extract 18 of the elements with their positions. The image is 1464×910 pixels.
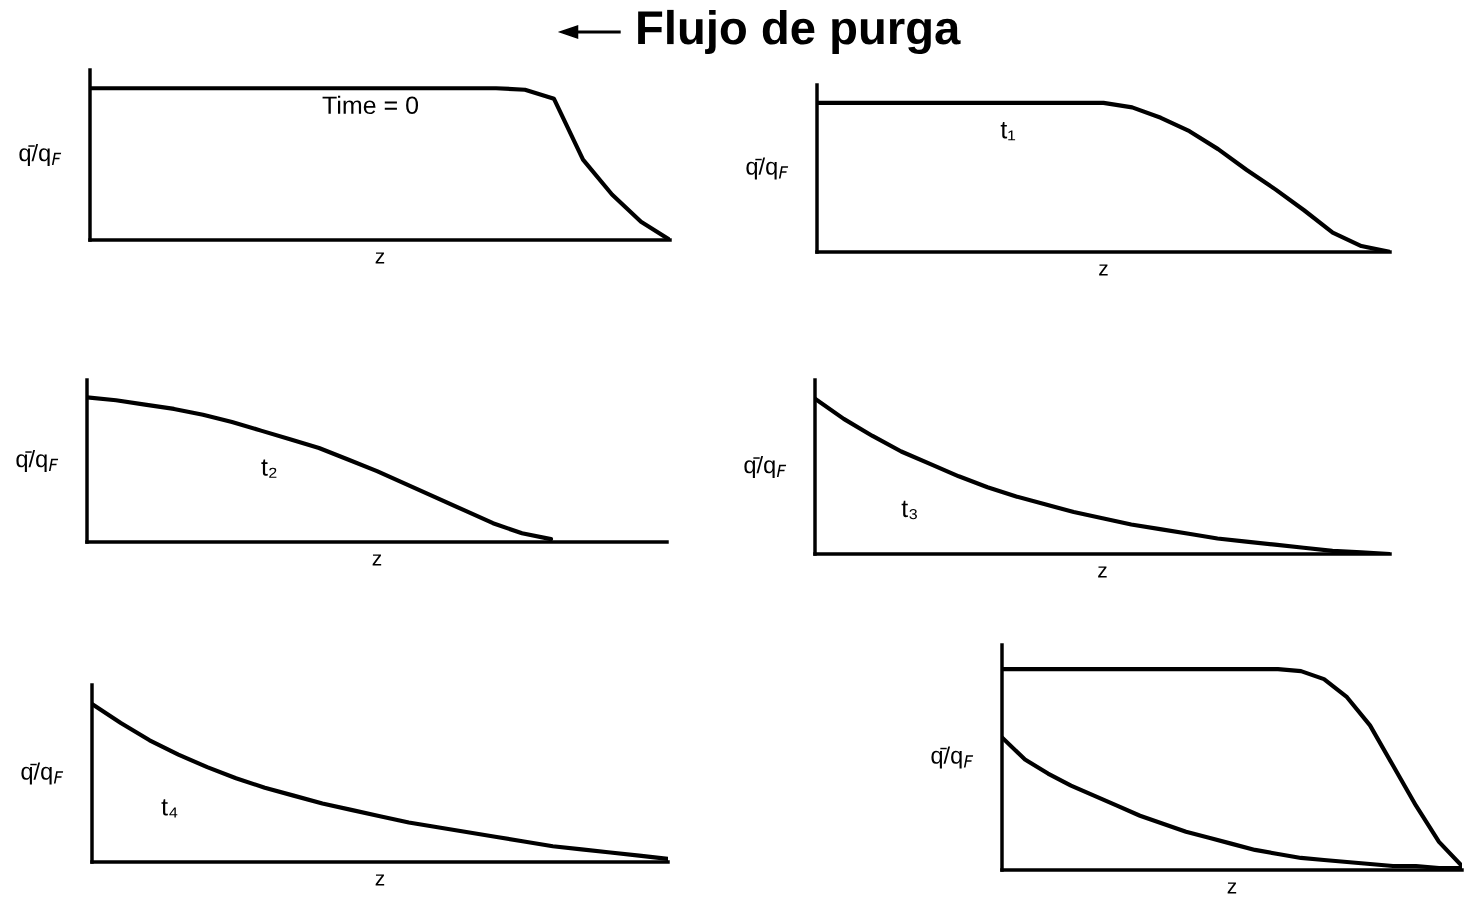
y-axis-title: q̄/q$_{F}$ [16, 449, 59, 472]
x-axis-title: z [1227, 882, 1237, 894]
y-axis-title: q̄/q$_{F}$ [744, 455, 787, 478]
y-axis-title: q̄/q$_{F}$ [746, 157, 789, 180]
annotation: t₁ [1000, 122, 1016, 141]
y-axis-title: q̄/q$_{F}$ [19, 143, 62, 166]
y-axis-title: q̄/q$_{F}$ [931, 746, 974, 769]
annotation: t₄ [161, 799, 178, 818]
x-axis-title: z [372, 554, 382, 566]
x-axis-title: z [1098, 566, 1107, 578]
x-axis-title: z [375, 252, 385, 264]
y-axis-title: q̄/q$_{F}$ [21, 762, 64, 785]
annotation: Time = 0 [322, 95, 419, 115]
x-axis-title: z [1099, 264, 1108, 276]
annotation: t₂ [261, 459, 277, 478]
text: Flujo de purga [638, 9, 961, 55]
x-axis-title: z [375, 874, 385, 886]
annotation: t₃ [901, 500, 917, 520]
